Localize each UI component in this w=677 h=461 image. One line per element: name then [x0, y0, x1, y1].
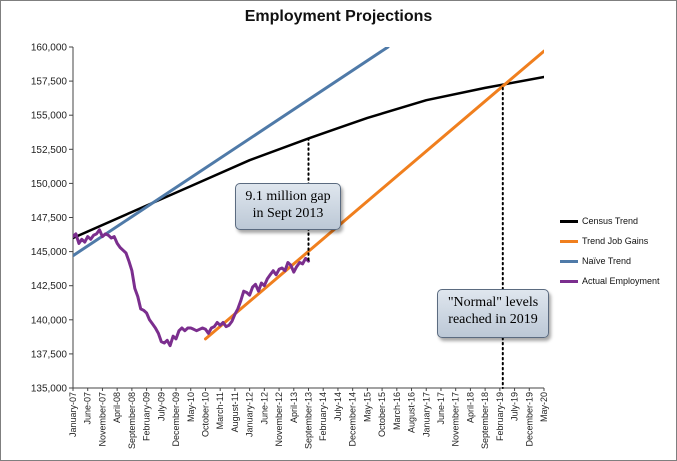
series-line-na-ve-trend	[73, 47, 390, 258]
callout-gap: 9.1 million gap in Sept 2013	[235, 183, 341, 230]
callout-gap-line2: in Sept 2013	[252, 206, 324, 221]
x-tick-label: January-07	[68, 392, 78, 437]
x-tick-label: January-17	[421, 392, 431, 437]
x-tick-label: March-11	[215, 392, 225, 429]
legend-swatch-actual-employment	[560, 279, 578, 283]
callout-gap-line1: 9.1 million gap	[245, 189, 331, 204]
x-tick-label: May-10	[186, 392, 196, 422]
chart-title: Employment Projections	[244, 8, 433, 25]
callout-normal-line2: reached in 2019	[448, 312, 538, 327]
legend-swatch-naive-trend	[560, 259, 578, 263]
x-tick-label: June-07	[83, 392, 93, 425]
x-tick-label: February-09	[142, 392, 152, 441]
x-tick-label: November-12	[274, 392, 284, 447]
x-tick-label: November-17	[451, 392, 461, 447]
legend-label-actual-employment: Actual Employment	[582, 276, 660, 286]
x-tick-label: July-09	[156, 392, 166, 421]
x-axis-tick-labels: January-07 June-07 November-07 April-08 Sept…	[68, 392, 549, 449]
annotation-lines	[307, 86, 504, 389]
x-tick-label: November-07	[97, 392, 107, 447]
x-tick-label: August-11	[230, 392, 240, 432]
x-tick-label: May-20	[539, 392, 549, 422]
legend-label-naive-trend: Naïve Trend	[582, 256, 632, 266]
x-tick-label: February-19	[495, 392, 505, 441]
legend-item-trend-job-gains: Trend Job Gains	[560, 231, 675, 251]
callout-normal-levels: "Normal" levels reached in 2019	[437, 289, 549, 338]
y-tick-label: 152,500	[31, 145, 68, 156]
y-tick-label: 160,000	[31, 43, 68, 54]
y-tick-label: 140,000	[31, 315, 68, 326]
x-tick-label: May-15	[362, 392, 372, 422]
x-tick-label: September-08	[127, 392, 137, 449]
y-tick-label: 155,000	[31, 111, 68, 122]
x-tick-label: December-09	[171, 392, 181, 447]
callout-normal-line1: "Normal" levels	[447, 295, 539, 310]
x-tick-label: April-18	[465, 392, 475, 423]
x-tick-label: February-14	[318, 392, 328, 441]
x-tick-label: April-08	[112, 392, 122, 423]
x-tick-label: October-10	[200, 392, 210, 437]
y-tick-label: 135,000	[31, 384, 68, 395]
x-tick-label: December-14	[348, 392, 358, 447]
series-line-actual-employment	[73, 228, 310, 348]
y-tick-label: 137,500	[31, 349, 68, 360]
legend: Census Trend Trend Job Gains Naïve Trend…	[560, 211, 675, 291]
chart-axes	[69, 46, 545, 391]
legend-item-census-trend: Census Trend	[560, 211, 675, 231]
y-tick-label: 142,500	[31, 281, 68, 292]
legend-label-trend-job-gains: Trend Job Gains	[582, 236, 649, 246]
y-tick-label: 150,000	[31, 179, 68, 190]
x-tick-label: July-14	[333, 392, 343, 421]
x-tick-label: June-12	[259, 392, 269, 425]
y-tick-label: 147,500	[31, 213, 68, 224]
x-tick-label: March-16	[392, 392, 402, 430]
y-axis-tick-labels: 160,000 157,500 155,000 152,500 150,000 147,5…	[31, 43, 68, 395]
y-tick-label: 157,500	[31, 77, 68, 88]
legend-item-naive-trend: Naïve Trend	[560, 251, 675, 271]
x-tick-label: October-15	[377, 392, 387, 437]
x-tick-label: September-18	[480, 392, 490, 449]
legend-label-census-trend: Census Trend	[582, 216, 639, 226]
x-tick-label: June-17	[436, 392, 446, 425]
x-tick-label: September-13	[304, 392, 314, 449]
legend-item-actual-employment: Actual Employment	[560, 271, 675, 291]
x-tick-label: December-19	[524, 392, 534, 447]
x-tick-label: April-13	[289, 392, 299, 423]
legend-swatch-trend-job-gains	[560, 239, 578, 243]
y-tick-label: 145,000	[31, 247, 68, 258]
series-line-trend-job-gains	[204, 49, 544, 341]
x-tick-label: July-19	[510, 392, 520, 421]
x-tick-label: January-12	[245, 392, 255, 437]
series-lines	[73, 47, 544, 348]
x-tick-label: August-16	[407, 392, 417, 433]
legend-swatch-census-trend	[560, 219, 578, 223]
